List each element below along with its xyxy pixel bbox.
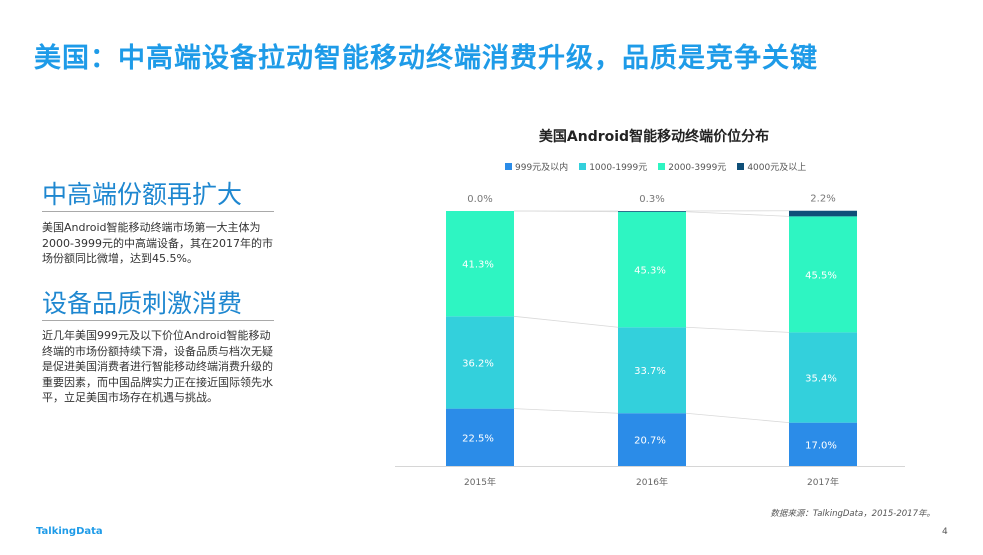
data-label: 45.3% xyxy=(634,266,666,277)
bar-segment xyxy=(446,408,514,466)
x-tick-label: 2016年 xyxy=(636,476,668,488)
data-label: 17.0% xyxy=(805,440,837,451)
data-label: 0.0% xyxy=(467,194,492,205)
legend-swatch xyxy=(658,163,666,170)
bar-segment xyxy=(789,216,857,333)
legend-swatch xyxy=(737,163,745,170)
data-label: 22.5% xyxy=(462,433,494,444)
x-tick-label: 2015年 xyxy=(464,476,496,488)
bar-segment xyxy=(789,210,857,217)
legend-label: 2000-3999元 xyxy=(668,163,727,173)
bar-segment xyxy=(789,422,857,466)
divider xyxy=(42,320,274,321)
series-connector-line xyxy=(513,315,619,328)
legend-item: 4000元及以上 xyxy=(737,160,806,173)
legend-item: 1000-1999元 xyxy=(579,160,647,173)
chart-legend: 999元及以内 1000-1999元 2000-3999元 4000元及以上 xyxy=(505,160,806,173)
series-connector-line xyxy=(685,211,790,217)
chart-title: 美国Android智能移动终端价位分布 xyxy=(538,129,770,145)
bar-segment xyxy=(446,211,514,317)
bar-segment xyxy=(789,332,857,423)
data-label: 2.2% xyxy=(810,194,835,205)
bar-segment xyxy=(446,316,514,409)
data-source-note: 数据来源：TalkingData，2015-2017年。 xyxy=(770,509,935,519)
series-connector-line xyxy=(513,408,619,414)
bar-segment xyxy=(618,211,686,328)
divider xyxy=(42,211,274,212)
series-connector-line xyxy=(685,326,790,333)
data-label: 36.2% xyxy=(462,358,494,369)
section-text-quality: 近几年美国999元及以下价位Android智能移动终端的市场份额持续下滑，设备品… xyxy=(42,329,273,404)
series-connector-line xyxy=(685,412,790,424)
legend-item: 2000-3999元 xyxy=(658,160,726,173)
bar-segment xyxy=(618,413,686,466)
x-tick-label: 2017年 xyxy=(807,476,839,488)
data-label: 0.3% xyxy=(639,194,664,205)
data-label: 20.7% xyxy=(634,436,666,447)
bar-segment xyxy=(618,211,686,212)
legend-swatch xyxy=(505,163,512,170)
brand-logo: TalkingData xyxy=(36,526,103,537)
data-label: 33.7% xyxy=(634,366,666,377)
legend-label: 1000-1999元 xyxy=(589,163,648,173)
page-number: 4 xyxy=(942,527,948,537)
data-label: 41.3% xyxy=(462,260,494,271)
bar-segment xyxy=(618,327,686,414)
data-label: 35.4% xyxy=(805,374,837,385)
legend-label: 4000元及以上 xyxy=(747,163,807,173)
page-title: 美国：中高端设备拉动智能移动终端消费升级，品质是竞争关键 xyxy=(34,43,818,74)
section-title-quality: 设备品质刺激消费 xyxy=(42,289,243,318)
legend-label: 999元及以内 xyxy=(515,163,569,173)
data-label: 45.5% xyxy=(805,270,837,281)
section-title-share: 中高端份额再扩大 xyxy=(42,180,243,209)
legend-item: 999元及以内 xyxy=(505,160,568,173)
legend-swatch xyxy=(579,163,587,170)
section-text-share: 美国Android智能移动终端市场第一大主体为2000-3999元的中高端设备，… xyxy=(42,221,273,265)
